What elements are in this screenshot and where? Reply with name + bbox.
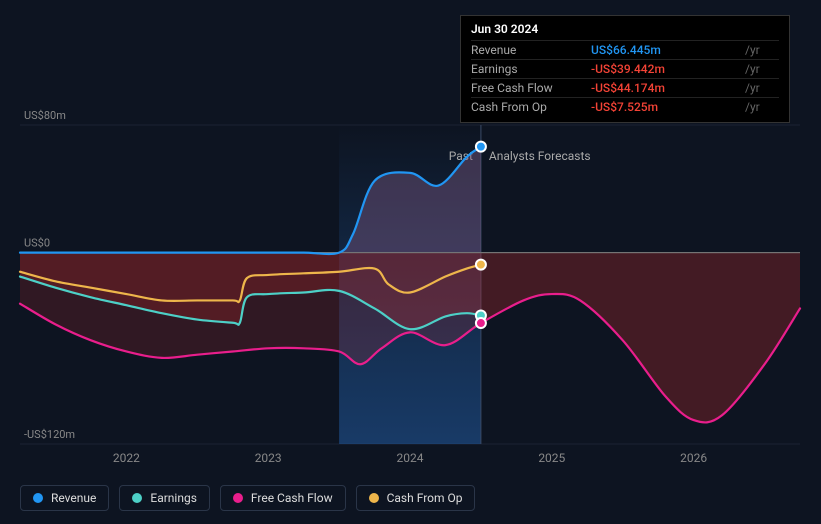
section-label-forecast: Analysts Forecasts bbox=[489, 149, 591, 163]
y-axis-label: US$0 bbox=[24, 237, 50, 250]
tooltip-row-value: -US$39.442m bbox=[591, 60, 741, 79]
tooltip-row-unit: /yr bbox=[741, 41, 779, 60]
marker-fcf bbox=[476, 318, 486, 328]
legend-item-revenue[interactable]: Revenue bbox=[20, 485, 109, 511]
x-axis-label: 2023 bbox=[255, 451, 282, 465]
tooltip-table: RevenueUS$66.445m/yrEarnings-US$39.442m/… bbox=[471, 40, 779, 116]
legend-dot-icon bbox=[33, 493, 43, 503]
tooltip-date: Jun 30 2024 bbox=[471, 22, 779, 36]
marker-revenue bbox=[476, 142, 486, 152]
legend-dot-icon bbox=[369, 493, 379, 503]
tooltip-row-label: Earnings bbox=[471, 60, 591, 79]
tooltip-row-value: US$66.445m bbox=[591, 41, 741, 60]
tooltip-row: Earnings-US$39.442m/yr bbox=[471, 60, 779, 79]
tooltip-row: Free Cash Flow-US$44.174m/yr bbox=[471, 79, 779, 98]
y-axis-label: -US$120m bbox=[24, 428, 75, 441]
legend-dot-icon bbox=[132, 493, 142, 503]
x-axis-label: 2026 bbox=[680, 451, 707, 465]
marker-cfo bbox=[476, 260, 486, 270]
tooltip-row-unit: /yr bbox=[741, 98, 779, 117]
legend-item-cfo[interactable]: Cash From Op bbox=[356, 485, 476, 511]
tooltip-row-unit: /yr bbox=[741, 79, 779, 98]
legend-dot-icon bbox=[233, 493, 243, 503]
legend-label: Cash From Op bbox=[387, 491, 463, 505]
legend-label: Revenue bbox=[51, 491, 96, 505]
legend-item-fcf[interactable]: Free Cash Flow bbox=[220, 485, 346, 511]
tooltip-row-label: Revenue bbox=[471, 41, 591, 60]
tooltip-row-value: -US$7.525m bbox=[591, 98, 741, 117]
tooltip-row-label: Free Cash Flow bbox=[471, 79, 591, 98]
y-axis-label: US$80m bbox=[24, 109, 66, 122]
financial-forecast-chart: { "chart": { "width": 821, "height": 524… bbox=[0, 0, 821, 524]
tooltip-row: Cash From Op-US$7.525m/yr bbox=[471, 98, 779, 117]
x-axis-label: 2025 bbox=[538, 451, 565, 465]
tooltip-row-value: -US$44.174m bbox=[591, 79, 741, 98]
tooltip-row: RevenueUS$66.445m/yr bbox=[471, 41, 779, 60]
chart-tooltip: Jun 30 2024 RevenueUS$66.445m/yrEarnings… bbox=[460, 15, 790, 123]
tooltip-row-label: Cash From Op bbox=[471, 98, 591, 117]
x-axis-label: 2022 bbox=[113, 451, 140, 465]
legend-label: Free Cash Flow bbox=[251, 491, 333, 505]
chart-legend: Revenue Earnings Free Cash Flow Cash From O… bbox=[20, 485, 475, 511]
x-axis-label: 2024 bbox=[397, 451, 424, 465]
legend-label: Earnings bbox=[150, 491, 197, 505]
tooltip-row-unit: /yr bbox=[741, 60, 779, 79]
legend-item-earnings[interactable]: Earnings bbox=[119, 485, 210, 511]
